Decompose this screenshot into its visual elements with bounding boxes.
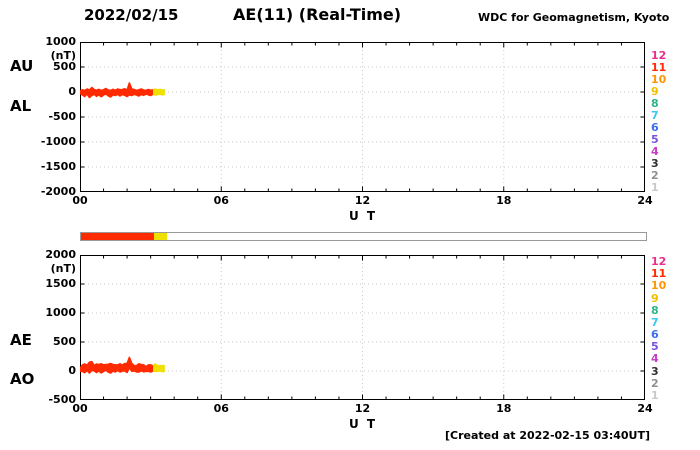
y-tick-label: 1000	[45, 306, 76, 319]
trace-au	[80, 82, 154, 92]
station-number: 9	[651, 291, 659, 305]
station-number: 6	[651, 121, 659, 134]
x-tick-label: 18	[496, 402, 512, 415]
station-number: 6	[651, 328, 659, 342]
x-tick-label: 06	[213, 402, 229, 415]
station-number: 3	[651, 364, 659, 378]
station-number: 7	[651, 109, 659, 122]
trace-ao-recent	[152, 369, 166, 373]
trace-ao	[80, 366, 154, 374]
y-tick-label: 500	[53, 60, 76, 73]
x-axis-title-bottom: U T	[349, 417, 378, 431]
label-ae: AE	[10, 331, 32, 349]
trace-au-recent	[152, 88, 165, 92]
ae-ao-plot	[80, 255, 645, 400]
y-tick-label: 0	[68, 85, 76, 98]
x-tick-label: 24	[637, 194, 653, 207]
label-au: AU	[10, 57, 34, 75]
station-number: 10	[651, 279, 667, 293]
y-tick-label: -500	[48, 110, 76, 123]
label-ao: AO	[10, 370, 35, 388]
y-tick-label: 1000	[45, 35, 76, 48]
status-segment	[81, 233, 154, 240]
station-number: 2	[651, 376, 659, 390]
station-number: 1	[651, 388, 659, 402]
y-tick-label: 2000	[45, 248, 76, 261]
station-number-column-bottom: 12 11 10 9 8 7 6 5 4 3 2 1	[651, 256, 666, 401]
station-number: 8	[651, 97, 659, 110]
y-tick-label: -500	[48, 393, 76, 406]
station-number: 1	[651, 181, 659, 194]
station-number: 7	[651, 315, 659, 329]
label-al: AL	[10, 97, 32, 115]
y-tick-label: 500	[53, 335, 76, 348]
x-tick-label: 18	[496, 194, 512, 207]
data-source-label: WDC for Geomagnetism, Kyoto	[478, 11, 670, 24]
plot-date: 2022/02/15	[84, 6, 179, 24]
station-number: 11	[651, 267, 667, 281]
x-tick-label: 24	[637, 402, 653, 415]
y-tick-label: 0	[68, 364, 76, 377]
y-tick-label: -2000	[40, 185, 76, 198]
x-tick-label: 12	[354, 194, 371, 207]
station-number: 2	[651, 169, 659, 182]
trace-ae-recent	[152, 363, 165, 367]
y-tick-label: -1000	[40, 135, 76, 148]
unit-label: (nT)	[50, 49, 76, 62]
page-title: AE(11) (Real-Time)	[233, 5, 402, 24]
station-number: 4	[651, 145, 659, 158]
station-number: 3	[651, 157, 659, 170]
x-tick-label: 12	[354, 402, 371, 415]
station-number-column-top: 12 11 10 9 8 7 6 5 4 3 2 1	[651, 50, 666, 193]
station-number: 5	[651, 133, 659, 146]
station-number: 11	[651, 61, 667, 74]
station-number: 12	[651, 255, 667, 268]
y-tick-label: 1500	[45, 277, 76, 290]
station-number: 5	[651, 340, 659, 354]
trace-ae	[80, 356, 154, 369]
status-segment	[153, 233, 168, 240]
station-number: 8	[651, 303, 659, 317]
station-number: 12	[651, 49, 667, 62]
created-timestamp: [Created at 2022-02-15 03:40UT]	[444, 429, 650, 442]
station-number: 10	[651, 73, 667, 86]
trace-al-recent	[152, 93, 165, 96]
x-axis-title-top: U T	[349, 209, 378, 223]
x-tick-label: 06	[213, 194, 229, 207]
y-tick-label: -1500	[40, 160, 76, 173]
x-tick-label: 00	[72, 194, 88, 207]
au-al-plot	[80, 42, 645, 192]
x-tick-label: 00	[72, 402, 88, 415]
unit-label: (nT)	[50, 262, 76, 275]
plot-frame	[80, 42, 645, 192]
station-number: 9	[651, 85, 659, 98]
trace-al	[80, 92, 154, 99]
station-number: 4	[651, 352, 659, 366]
data-availability-bar	[80, 232, 647, 241]
